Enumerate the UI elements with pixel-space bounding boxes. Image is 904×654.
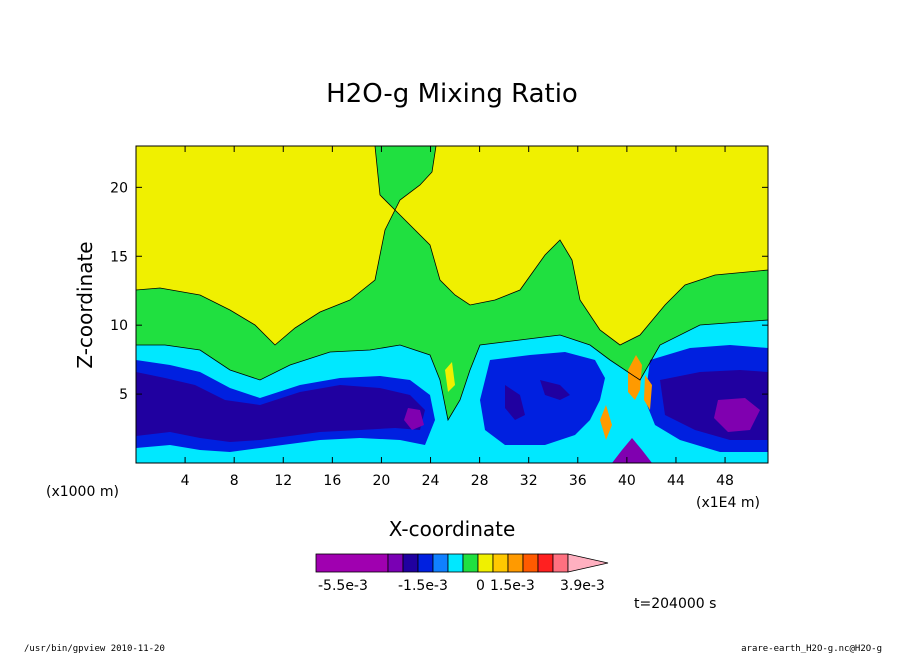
x-tick-label: 16 [323,473,341,489]
chart-title: H2O-g Mixing Ratio [326,79,578,109]
colorbar-label: 0 [476,578,485,594]
x-tick-label: 12 [274,473,292,489]
colorbar-swatch [417,553,434,573]
x-axis-label: X-coordinate [389,517,516,541]
y-tick-label: 5 [119,387,128,403]
x-tick-label: 36 [569,473,587,489]
contour-lines [136,146,768,422]
colorbar-swatch [507,553,524,573]
y-tick-label: 20 [110,180,128,196]
colorbar-swatch [537,553,554,573]
colorbar-swatch [477,553,494,573]
colorbar-swatch [387,553,404,573]
x-tick-label: 24 [422,473,440,489]
x-unit-note: (x1000 m) [46,484,119,500]
x-scale-note: (x1E4 m) [696,495,760,511]
plot-frame [135,145,769,464]
plot-area [136,146,768,463]
x-tick-label: 40 [618,473,636,489]
x-tick-label: 32 [520,473,538,489]
colorbar-swatch [492,553,509,573]
colorbar-label: 1.5e-3 [490,578,535,594]
x-tick-label: 28 [471,473,489,489]
x-tick-label: 20 [373,473,391,489]
contour-dark-blue [136,370,768,442]
colorbar [315,553,609,573]
y-axis-ticks: 5 10 15 20 [110,180,768,403]
colorbar-labels: -5.5e-3 -1.5e-3 0 1.5e-3 3.9e-3 [318,578,605,594]
y-tick-label: 10 [110,318,128,334]
colorbar-label: -5.5e-3 [318,578,368,594]
x-tick-label: 48 [716,473,734,489]
x-tick-label: 4 [181,473,190,489]
colorbar-swatch [447,553,464,573]
contour-purple [404,398,760,463]
contour-orange [600,355,652,440]
x-tick-label: 44 [667,473,685,489]
time-label: t=204000 s [634,596,716,612]
x-axis-ticks: 4 8 12 16 20 24 28 32 36 40 44 48 [181,146,734,489]
contour-yellow-streak [445,362,455,392]
colorbar-swatch [522,553,539,573]
colorbar-swatch [402,553,419,573]
colorbar-arrow [567,553,609,573]
y-axis-label: Z-coordinate [73,241,97,368]
colorbar-swatch [432,553,449,573]
colorbar-swatch [462,553,479,573]
colorbar-swatch [315,553,389,573]
colorbar-label: -1.5e-3 [398,578,448,594]
x-tick-label: 8 [230,473,239,489]
y-tick-label: 15 [110,249,128,265]
footer-left: /usr/bin/gpview 2010-11-20 [24,644,165,654]
colorbar-swatch [552,553,569,573]
footer-right: arare-earth_H2O-g.nc@H2O-g [741,644,882,654]
colorbar-label: 3.9e-3 [560,578,605,594]
